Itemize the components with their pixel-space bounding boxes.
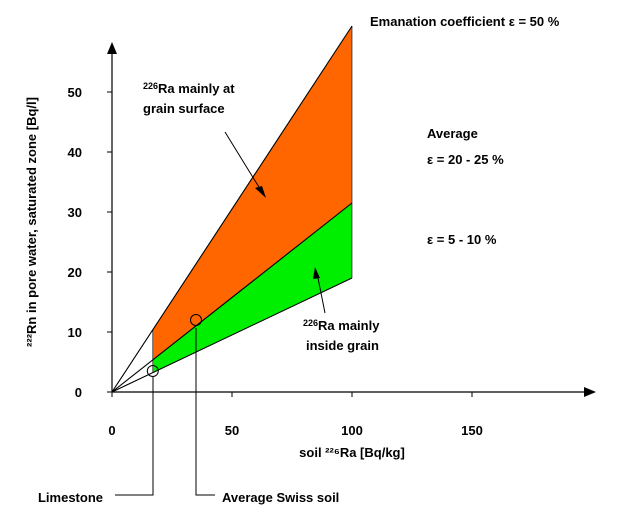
series-line-1 <box>111 202 353 393</box>
inside-region-label-2: inside grain <box>306 338 379 353</box>
swiss-label: Average Swiss soil <box>222 490 339 505</box>
x-axis-label: soil ²²⁶Ra [Bq/kg] <box>299 445 405 460</box>
surface-region-pointer <box>224 131 263 193</box>
limestone-callout <box>115 377 154 496</box>
x-tick-label: 50 <box>225 423 239 438</box>
chart-lines <box>111 25 353 393</box>
series-line-2 <box>111 277 353 393</box>
y-axis-label: ²²²Rn in pore water, saturated zone [Bq/… <box>24 97 39 347</box>
x-axis-arrow-icon <box>584 387 596 397</box>
point-marker-0 <box>146 365 159 377</box>
y-tick-label: 50 <box>68 85 82 100</box>
low-eps-label: ε = 5 - 10 % <box>427 232 497 247</box>
chart-points <box>146 314 202 377</box>
limestone-label: Limestone <box>38 490 103 505</box>
chart-regions <box>152 26 352 373</box>
y-tick-label: 40 <box>68 145 82 160</box>
series-line-0 <box>111 25 353 393</box>
y-tick-label: 30 <box>68 205 82 220</box>
inside-region-label: 226Ra mainly <box>303 318 380 333</box>
y-axis-arrow-icon <box>107 42 117 54</box>
region-1 <box>152 203 352 373</box>
surface-region-label: 226Ra mainly at <box>143 81 235 96</box>
x-tick-label: 150 <box>461 423 483 438</box>
inside-region-line1: Ra mainly <box>318 318 380 333</box>
surface-region-sup: 226 <box>143 81 158 91</box>
inside-region-pointer <box>316 272 326 314</box>
x-tick-label: 100 <box>341 423 363 438</box>
inside-region-arrow-icon <box>313 267 320 279</box>
y-tick-label: 10 <box>68 325 82 340</box>
point-marker-1 <box>190 314 202 326</box>
average-line-label: Average <box>427 126 478 141</box>
inside-region-sup: 226 <box>303 318 318 328</box>
emanation-line-label: Emanation coefficient ε = 50 % <box>370 14 560 29</box>
surface-region-label-2: grain surface <box>143 101 225 116</box>
swiss-callout <box>195 328 215 496</box>
average-eps-label: ε = 20 - 25 % <box>427 152 504 167</box>
x-tick-label: 0 <box>108 423 115 438</box>
y-tick-label: 0 <box>75 385 82 400</box>
chart-ticks: 0 50 100 150 0 10 20 30 40 50 <box>68 85 483 438</box>
surface-region-line1: Ra mainly at <box>158 81 235 96</box>
surface-region-arrow-icon <box>255 186 266 198</box>
chart-axes <box>107 42 596 397</box>
region-0 <box>152 26 352 360</box>
y-tick-label: 20 <box>68 265 82 280</box>
